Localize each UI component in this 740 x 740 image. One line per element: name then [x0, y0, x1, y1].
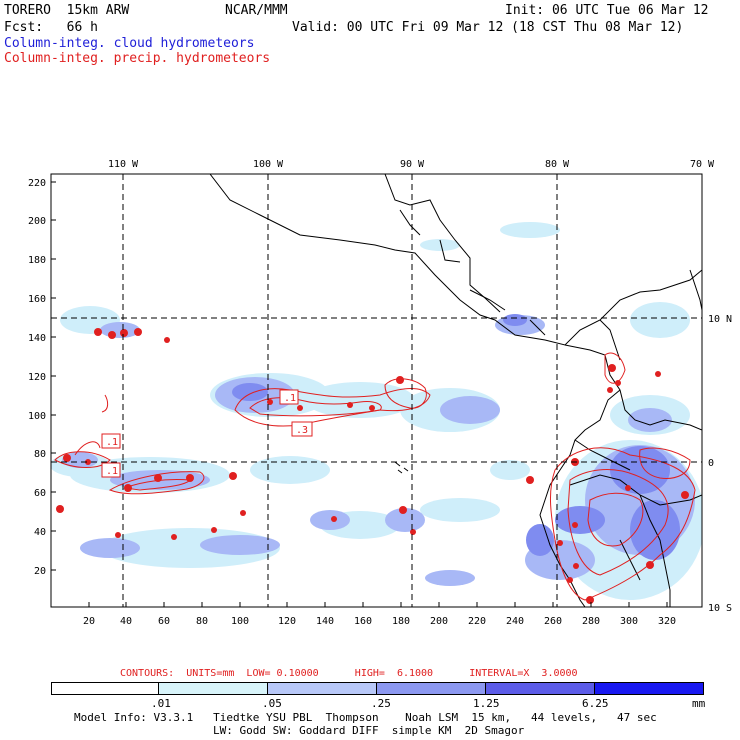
lon-label-90w: 90 W: [400, 159, 425, 170]
colorbar-label: .01: [151, 697, 171, 710]
colorbar-segment: [486, 683, 595, 694]
x-tick: 160: [354, 616, 372, 627]
colorbar-label: 6.25: [582, 697, 609, 710]
init-time: Init: 06 UTC Tue 06 Mar 12: [505, 3, 709, 18]
y-tick: 120: [28, 372, 46, 383]
y-tick: 40: [34, 527, 46, 538]
x-tick: 100: [231, 616, 249, 627]
colorbar: [51, 682, 704, 695]
cloud-shading: [51, 222, 702, 600]
plot-frame: [50, 173, 703, 608]
colorbar-segment: [159, 683, 268, 694]
x-tick: 80: [196, 616, 208, 627]
precip-cores: [56, 328, 689, 604]
model-info-line1: Model Info: V3.3.1 Tiedtke YSU PBL Thomp…: [74, 711, 657, 724]
x-tick: 180: [392, 616, 410, 627]
field-cloud-label: Column-integ. cloud hydrometeors: [4, 36, 255, 51]
y-tick: 220: [28, 178, 46, 189]
x-tick: 280: [582, 616, 600, 627]
colorbar-segment: [377, 683, 486, 694]
lon-label-100w: 100 W: [253, 159, 284, 170]
y-tick: 180: [28, 255, 46, 266]
contour-label: .1: [106, 466, 118, 477]
model-title: TORERO 15km ARW: [4, 3, 130, 18]
y-tick: 160: [28, 294, 46, 305]
x-tick: 60: [158, 616, 170, 627]
field-precip-label: Column-integ. precip. hydrometeors: [4, 51, 271, 66]
contour-label: .3: [296, 425, 308, 436]
colorbar-unit: mm: [692, 697, 706, 710]
axis-ticks: [51, 181, 668, 607]
x-tick: 320: [658, 616, 676, 627]
colorbar-label: .25: [371, 697, 391, 710]
x-tick: 240: [506, 616, 524, 627]
x-tick: 300: [620, 616, 638, 627]
y-tick: 200: [28, 216, 46, 227]
colorbar-label: 1.25: [473, 697, 500, 710]
colorbar-segment: [268, 683, 377, 694]
y-tick: 60: [34, 488, 46, 499]
contours-caption: CONTOURS: UNITS=mm LOW= 0.10000 HIGH= 6.…: [120, 668, 578, 679]
lon-label-80w: 80 W: [545, 159, 570, 170]
colorbar-segment: [595, 683, 703, 694]
model-info-line2: LW: Godd SW: Goddard DIFF simple KM 2D S…: [213, 724, 525, 737]
lat-label-10s: 10 S: [708, 603, 732, 614]
contour-label: .1: [284, 393, 296, 404]
x-tick: 20: [83, 616, 95, 627]
forecast-hour: Fcst: 66 h: [4, 20, 98, 35]
contour-label: .1: [106, 437, 118, 448]
y-tick: 20: [34, 566, 46, 577]
lat-label-10n: 10 N: [708, 314, 732, 325]
lon-label-70w: 70 W: [690, 159, 715, 170]
y-tick: 140: [28, 333, 46, 344]
colorbar-label: .05: [262, 697, 282, 710]
x-tick: 220: [468, 616, 486, 627]
lat-label-0: 0: [708, 458, 714, 469]
x-tick: 140: [316, 616, 334, 627]
valid-time: Valid: 00 UTC Fri 09 Mar 12 (18 CST Thu …: [292, 20, 684, 35]
x-tick: 40: [120, 616, 132, 627]
x-tick: 120: [278, 616, 296, 627]
y-tick: 80: [34, 449, 46, 460]
colorbar-segment: [52, 683, 159, 694]
y-tick: 100: [28, 411, 46, 422]
org-label: NCAR/MMM: [225, 3, 288, 18]
x-tick: 260: [544, 616, 562, 627]
graticule: [51, 174, 702, 607]
lon-label-110w: 110 W: [108, 159, 139, 170]
x-tick: 200: [430, 616, 448, 627]
